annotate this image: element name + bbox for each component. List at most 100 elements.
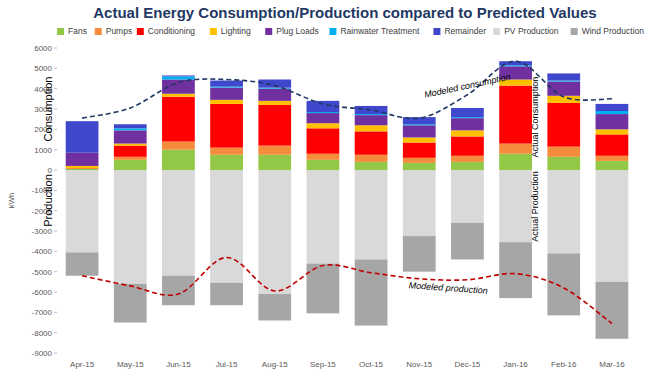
bar-segment: [66, 169, 99, 170]
bar-segment: [210, 104, 243, 148]
bar-segment: [258, 294, 291, 320]
bar-segment: [547, 103, 580, 147]
bar-segment: [403, 163, 436, 170]
bar-segment: [596, 282, 629, 339]
bar-segment: [355, 131, 388, 154]
bar-segment: [210, 148, 243, 155]
bar-segment: [210, 88, 243, 100]
legend-swatch: [95, 28, 102, 35]
bar-segment: [547, 81, 580, 82]
bar-segment: [114, 130, 147, 143]
legend-label: Fans: [68, 26, 87, 36]
y-tick-label: -8000: [32, 329, 53, 338]
bar-segment: [499, 144, 532, 154]
bar-segment: [451, 118, 484, 130]
bar-segment: [114, 146, 147, 157]
bar-segment: [403, 124, 436, 125]
bar-segment: [451, 156, 484, 162]
bar-segment: [596, 104, 629, 111]
bar-segment: [210, 100, 243, 104]
bar-segment: [451, 170, 484, 223]
bar-segment: [451, 223, 484, 260]
bar-segment: [66, 121, 99, 153]
bar-segment: [596, 156, 629, 161]
bar-segment: [499, 242, 532, 298]
bar-segment: [307, 154, 340, 160]
y-tick: [54, 149, 57, 150]
y-tick-label: 1000: [34, 146, 52, 155]
y-tick: [54, 353, 57, 354]
y-tick: [54, 109, 57, 110]
bar-segment: [66, 153, 99, 166]
bar-segment: [403, 137, 436, 142]
x-tick-label: Apr-15: [70, 360, 95, 369]
bar-segment: [451, 130, 484, 136]
bar-segment: [403, 170, 436, 236]
bar-segment: [258, 101, 291, 105]
bar-segment: [547, 73, 580, 80]
bar-segment: [307, 264, 340, 314]
bar-segment: [210, 170, 243, 283]
modeled-line: [82, 257, 612, 323]
bar-segment: [307, 112, 340, 113]
legend-label: Conditioning: [148, 26, 196, 36]
bar-segment: [451, 117, 484, 118]
x-tick-label: Dec-15: [455, 360, 481, 369]
bar-segment: [162, 97, 195, 142]
bar-segment: [114, 284, 147, 323]
chart-container: Actual Energy Consumption/Production com…: [0, 0, 650, 375]
y-tick-label: -6000: [32, 288, 53, 297]
bar-segment: [596, 114, 629, 129]
y-tick: [54, 190, 57, 191]
y-tick: [54, 332, 57, 333]
legend-label: Remainder: [444, 26, 486, 36]
legend-swatch: [265, 28, 272, 35]
bar-segment: [114, 157, 147, 160]
bar-segment: [162, 76, 195, 79]
bar-segment: [114, 128, 147, 130]
bar-segment: [355, 115, 388, 125]
y-tick-label: -9000: [32, 349, 53, 358]
legend-swatch: [137, 28, 144, 35]
bar-segment: [355, 155, 388, 162]
bar-segment: [403, 158, 436, 163]
y-tick: [54, 271, 57, 272]
bar-segment: [547, 170, 580, 253]
legend-label: Lighting: [221, 26, 251, 36]
bar-segment: [114, 170, 147, 284]
bar-segment: [499, 86, 532, 144]
bar-segment: [307, 128, 340, 153]
y-tick: [54, 210, 57, 211]
bar-segment: [258, 170, 291, 294]
bar-segment: [403, 236, 436, 272]
bar-segment: [114, 160, 147, 170]
legend-label: Rainwater Treatment: [340, 26, 420, 36]
bar-segment: [596, 134, 629, 155]
bar-segment: [258, 88, 291, 89]
x-tick-label: Sep-15: [310, 360, 336, 369]
legend-swatch: [493, 28, 500, 35]
legend-label: Wind Production: [582, 26, 645, 36]
x-tick-label: Jan-16: [503, 360, 528, 369]
x-tick-label: May-15: [117, 360, 144, 369]
y-tick-label: -4000: [32, 247, 53, 256]
bar-segment: [451, 136, 484, 155]
bar-segment: [355, 162, 388, 170]
line-label: Modeled consumption: [423, 72, 511, 100]
x-tick-label: Mar-16: [599, 360, 625, 369]
y-tick: [54, 170, 57, 171]
bar-segment: [258, 146, 291, 155]
annotation: Actual Production: [530, 171, 540, 242]
y-tick: [54, 312, 57, 313]
bar-segment: [258, 155, 291, 170]
x-tick-label: Jul-15: [216, 360, 238, 369]
bar-segment: [210, 87, 243, 88]
bar-segment: [307, 160, 340, 170]
y-tick: [54, 231, 57, 232]
bar-segment: [114, 124, 147, 128]
legend-swatch: [571, 28, 578, 35]
legend-swatch: [329, 28, 336, 35]
bar-segment: [210, 155, 243, 170]
legend-label: Pumps: [106, 26, 132, 36]
bar-segment: [355, 170, 388, 259]
